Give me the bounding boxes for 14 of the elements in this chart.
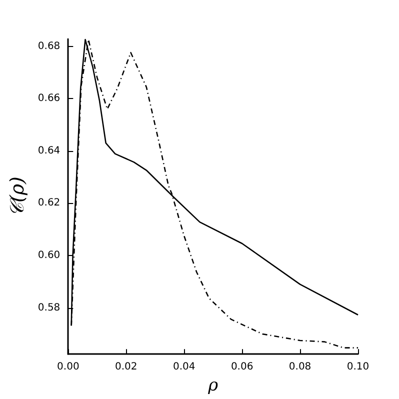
y-tick-label: 0.68 [38, 40, 60, 52]
y-tick-label: 0.58 [38, 302, 60, 314]
y-tick-label: 0.62 [38, 198, 60, 209]
x-axis-title: ρ [207, 376, 218, 396]
y-tick-label: 0.60 [38, 250, 60, 262]
x-tick-label: 0.00 [57, 362, 80, 373]
y-tick-label: 0.66 [38, 93, 60, 104]
x-tick-label: 0.06 [230, 362, 254, 373]
x-tick-label: 0.02 [115, 362, 138, 373]
y-tick-label: 0.64 [38, 145, 60, 156]
x-tick-label: 0.08 [288, 362, 312, 373]
y-axis-title: 𝒞(ρ) [6, 176, 28, 217]
x-tick-label: 0.04 [172, 362, 196, 373]
x-tick-label: 0.10 [346, 362, 370, 373]
